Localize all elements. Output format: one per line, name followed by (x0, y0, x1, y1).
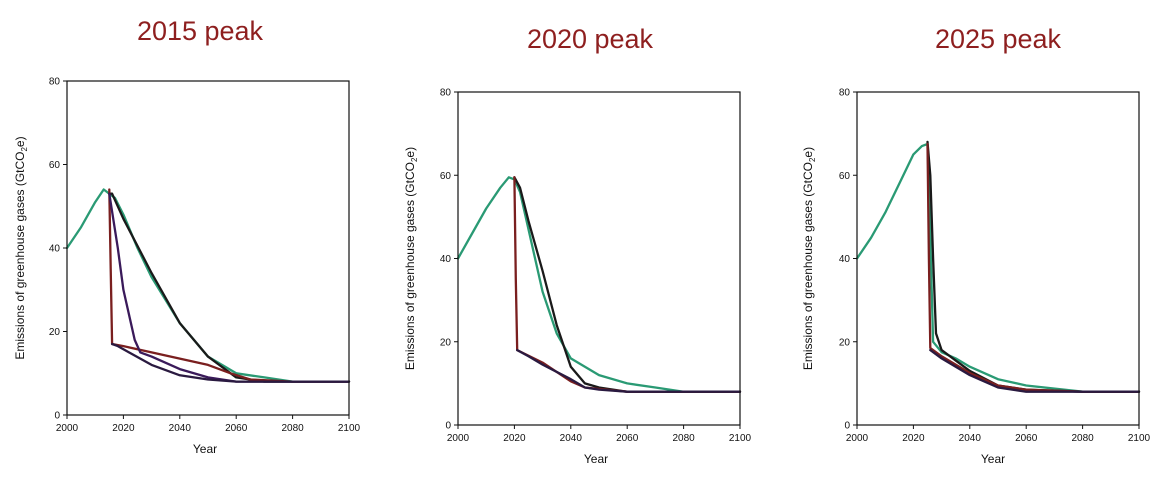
x-tick-label: 2020 (902, 433, 925, 444)
chart-title: 2025 peak (935, 24, 1062, 54)
y-axis-label-subscript: 2 (410, 157, 419, 162)
series-line-5 (110, 342, 351, 383)
x-tick-label: 2000 (447, 433, 470, 444)
y-axis-label-tail: e) (403, 147, 417, 158)
y-tick-label: 80 (49, 77, 61, 88)
y-tick-label: 60 (839, 171, 851, 182)
y-axis-label: Emissions of greenhouse gases (GtCO2e) (801, 147, 817, 370)
series-line-4 (516, 348, 742, 393)
y-axis-label-subscript: 2 (20, 147, 29, 152)
x-tick-label: 2100 (1128, 433, 1151, 444)
y-axis-label-tail: e) (13, 136, 27, 147)
y-tick-label: 80 (440, 88, 452, 99)
y-tick-label: 0 (844, 421, 850, 432)
x-tick-label: 2020 (112, 423, 135, 434)
y-tick-label: 40 (440, 254, 452, 265)
y-tick-label: 20 (440, 337, 452, 348)
y-tick-label: 60 (440, 171, 452, 182)
x-tick-label: 2060 (225, 423, 248, 434)
x-tick-label: 2040 (959, 433, 982, 444)
series-line-4 (929, 348, 1141, 393)
x-tick-label: 2000 (846, 433, 869, 444)
series-line-1 (456, 176, 742, 393)
y-axis-label: Emissions of greenhouse gases (GtCO2e) (13, 136, 29, 359)
x-tick-label: 2100 (338, 423, 361, 434)
series-line-3 (108, 188, 351, 383)
y-tick-label: 0 (54, 411, 60, 422)
x-tick-label: 2080 (281, 423, 304, 434)
series-line-2 (513, 176, 742, 393)
chart-title: 2015 peak (137, 16, 264, 46)
y-axis-label-main: Emissions of greenhouse gases (GtCO (13, 152, 27, 360)
y-tick-label: 20 (839, 337, 851, 348)
y-axis-label-subscript: 2 (808, 157, 817, 162)
x-tick-label: 2020 (503, 433, 526, 444)
x-tick-label: 2060 (1015, 433, 1038, 444)
plot-frame (856, 91, 1140, 426)
series-line-3 (513, 176, 742, 393)
series-line-2 (926, 140, 1141, 393)
chart-title: 2020 peak (527, 24, 654, 54)
series-line-4 (108, 192, 351, 383)
x-tick-label: 2080 (1071, 433, 1094, 444)
y-tick-label: 20 (49, 327, 61, 338)
y-axis-label-main: Emissions of greenhouse gases (GtCO (403, 162, 417, 370)
x-tick-label: 2040 (560, 433, 583, 444)
x-tick-label: 2040 (169, 423, 192, 434)
x-tick-label: 2000 (56, 423, 79, 434)
x-tick-label: 2060 (616, 433, 639, 444)
x-tick-label: 2080 (672, 433, 695, 444)
x-axis-label: Year (193, 442, 217, 456)
y-tick-label: 60 (49, 160, 61, 171)
y-tick-label: 80 (839, 88, 851, 99)
x-tick-label: 2100 (729, 433, 752, 444)
y-axis-label-tail: e) (801, 147, 815, 158)
x-axis-label: Year (981, 452, 1005, 466)
series-line-1 (855, 142, 1141, 393)
x-axis-label: Year (584, 452, 608, 466)
series-line-3 (926, 142, 1141, 393)
y-axis-label: Emissions of greenhouse gases (GtCO2e) (403, 147, 419, 370)
y-axis-label-main: Emissions of greenhouse gases (GtCO (801, 162, 815, 370)
y-tick-label: 40 (49, 244, 61, 255)
y-tick-label: 0 (445, 421, 451, 432)
y-tick-label: 40 (839, 254, 851, 265)
